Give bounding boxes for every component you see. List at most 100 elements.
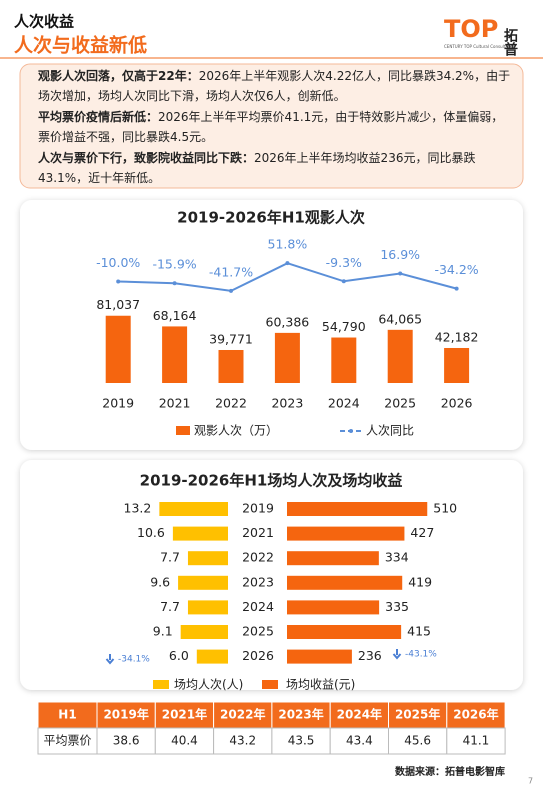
legend-swatch	[262, 680, 278, 689]
data-label: 7.7	[160, 550, 180, 565]
bar	[187, 600, 228, 615]
bar	[287, 600, 380, 615]
bar	[387, 329, 413, 383]
summary-box	[19, 63, 524, 189]
table-cell	[446, 727, 506, 755]
data-label: 51.8%	[268, 237, 308, 252]
annotation: -43.1%	[405, 650, 437, 660]
table-header-text: 2023年	[278, 707, 323, 722]
table-text: 43.2	[229, 734, 256, 748]
data-label: -34.2%	[434, 262, 478, 277]
table-header-text: 2019年	[103, 707, 148, 722]
data-label: -15.9%	[152, 257, 196, 272]
data-label: 54,790	[322, 319, 366, 334]
bar	[105, 315, 131, 383]
bar	[218, 349, 244, 383]
header-subtitle: 人次与收益新低	[14, 34, 147, 57]
data-label: 9.1	[153, 624, 173, 639]
category-label: 2026	[242, 648, 274, 663]
line-point	[341, 279, 346, 284]
summary-lead: 人次与票价下行，致影院收益同比下跌：	[38, 150, 255, 165]
bar	[196, 649, 228, 664]
table-cell	[329, 727, 390, 755]
table-text: 43.4	[346, 734, 373, 748]
data-label: 335	[385, 599, 409, 614]
table-header-text: 2025年	[395, 707, 440, 722]
table-cell	[154, 727, 215, 755]
summary-item: 平均票价疫情后新低：2026年上半年平均票价41.1元，由于特效影片减少，体量偏…	[38, 107, 513, 148]
x-tick-label: 2021	[159, 396, 191, 411]
data-label: 39,771	[209, 331, 253, 346]
logo-tagline: CENTURY TOP Cultural Consultation	[444, 44, 516, 49]
summary-item: 人次与票价下行，致影院收益同比下跌：2026年上半年场均收益236元，同比暴跌4…	[38, 148, 513, 189]
category-label: 2022	[242, 550, 274, 565]
legend-swatch	[349, 429, 353, 433]
x-tick-label: 2026	[441, 396, 473, 411]
logo: TOP	[444, 15, 498, 43]
data-label: -10.0%	[96, 255, 140, 270]
x-tick-label: 2019	[102, 396, 134, 411]
data-label: 6.0	[169, 648, 189, 663]
table-cell	[37, 727, 98, 755]
bar	[172, 526, 228, 541]
source: 数据来源：拓普电影智库	[395, 765, 505, 778]
bar	[180, 625, 228, 639]
data-label: 510	[433, 501, 457, 516]
table-cell	[271, 727, 331, 755]
summary-text: 2026年上半年平均票价41.1元，由于特效影片减少，体量偏弱，票价增益不强，同…	[38, 109, 504, 145]
line-point	[172, 281, 177, 286]
summary: 观影人次回落，仅高于22年：2026年上半年观影人次4.22亿人，同比暴跌34.…	[38, 64, 513, 188]
data-label: 16.9%	[380, 247, 420, 262]
summary-text: 2026年上半年场均收益236元，同比暴跌43.1%，近十年新低。	[38, 150, 476, 186]
bar	[187, 551, 228, 566]
bar	[287, 551, 379, 566]
arrow-icon	[392, 649, 402, 660]
chart-title: 2019-2026年H1观影人次	[177, 209, 365, 227]
x-tick-label: 2023	[271, 396, 303, 411]
table-header-cell	[213, 701, 273, 729]
table-header-text: 2026年	[453, 707, 498, 722]
summary-lead: 观影人次回落，仅高于22年：	[38, 69, 199, 83]
data-label: 9.6	[150, 574, 170, 589]
data-label: 42,182	[435, 329, 479, 344]
bar	[178, 575, 228, 590]
data-label: 60,386	[266, 314, 310, 329]
table-header-text: H1	[58, 708, 76, 722]
x-tick-label: 2022	[215, 396, 247, 411]
legend-swatch	[176, 426, 190, 435]
line-point	[229, 288, 233, 293]
bar	[159, 502, 228, 516]
x-tick-label: 2025	[384, 396, 416, 411]
data-label: 7.7	[160, 599, 180, 614]
table-header-text: 2021年	[162, 707, 207, 722]
table-header-text: 2022年	[220, 707, 265, 722]
table-text: 45.6	[404, 734, 431, 748]
data-label: 81,037	[96, 297, 140, 312]
summary-lead: 平均票价疫情后新低：	[38, 109, 159, 124]
data-label: 64,065	[378, 311, 422, 326]
data-label: 10.6	[137, 525, 165, 540]
bar	[287, 575, 403, 590]
table-text: 40.4	[171, 734, 198, 748]
table-text: 43.5	[288, 734, 315, 748]
table-header-cell	[37, 701, 98, 729]
line-point	[454, 286, 459, 291]
line-point	[116, 279, 121, 284]
summary-text: 2026年上半年观影人次4.22亿人，同比暴跌34.2%，由于场次增加，场均人次…	[38, 69, 511, 104]
data-label: -41.7%	[209, 264, 253, 279]
bar	[287, 649, 352, 664]
legend-swatch	[153, 680, 169, 689]
line-point	[398, 271, 403, 276]
category-label: 2019	[242, 501, 274, 516]
legend-label: 观影人次（万）	[194, 424, 278, 438]
data-label: 419	[408, 574, 432, 589]
category-label: 2023	[242, 574, 274, 589]
bar	[287, 526, 405, 541]
table-header-text: 2024年	[337, 707, 382, 722]
category-label: 2024	[242, 599, 274, 614]
table-header-cell	[271, 701, 331, 729]
table-text: 41.1	[463, 734, 490, 748]
data-label: 13.2	[124, 501, 152, 516]
